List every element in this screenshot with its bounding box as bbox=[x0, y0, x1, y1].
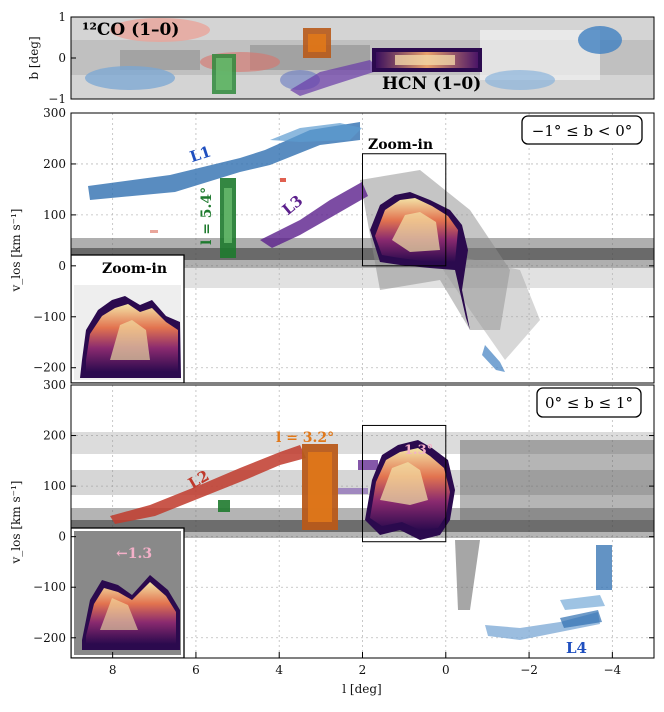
top-ytick-label: 0 bbox=[58, 51, 66, 65]
middle-ytick-label: −200 bbox=[33, 361, 66, 375]
middle-ytick-label: 300 bbox=[43, 106, 66, 120]
bottom-xtick-label: −2 bbox=[520, 663, 538, 677]
L4-label: L4 bbox=[566, 639, 587, 657]
bottom-inset-label: ←1.3 bbox=[116, 546, 152, 562]
bottom-ytick-label: 100 bbox=[43, 479, 66, 493]
top-ytick-label: −1 bbox=[48, 92, 66, 106]
bottom-y-ticks: 300 200 100 0 −100 −200 bbox=[33, 378, 654, 645]
bottom-xtick-label: 4 bbox=[275, 663, 283, 677]
middle-panel: Zoom-in −1° ≤ b < 0° Zoom-in L1 L3 l = 5… bbox=[9, 106, 655, 384]
bottom-ytick-label: −100 bbox=[33, 580, 66, 594]
middle-zoom-box bbox=[362, 153, 447, 267]
middle-zoom-label: Zoom-in bbox=[368, 137, 433, 153]
bottom-b-range: 0° ≤ b ≤ 1° bbox=[545, 394, 633, 412]
middle-b-range: −1° ≤ b < 0° bbox=[532, 122, 632, 140]
bottom-xtick-label: 8 bbox=[109, 663, 117, 677]
top-y-ticks: 1 0 −1 bbox=[48, 10, 76, 106]
top-ylabel: b [deg] bbox=[27, 36, 41, 79]
middle-ytick-label: 0 bbox=[58, 259, 66, 273]
hcn-label: HCN (1–0) bbox=[382, 74, 481, 94]
bottom-zoom-emission bbox=[365, 440, 455, 540]
middle-inset: Zoom-in bbox=[71, 254, 185, 383]
bottom-xtick-label: 2 bbox=[359, 663, 367, 677]
bottom-inset: ←1.3 bbox=[71, 527, 185, 658]
l32-label: l = 3.2° bbox=[276, 430, 334, 446]
middle-inset-label: Zoom-in bbox=[102, 261, 167, 277]
bottom-ylabel: v_los [km s⁻¹] bbox=[9, 481, 23, 565]
middle-ylabel: v_los [km s⁻¹] bbox=[9, 209, 23, 293]
bottom-xtick-label: −4 bbox=[604, 663, 622, 677]
bottom-ytick-label: 300 bbox=[43, 378, 66, 392]
bottom-panel: ←1.3 0° ≤ b ≤ 1° L2 l = 3.2° 1.3° L4 300… bbox=[9, 378, 655, 696]
bottom-xtick-label: 0 bbox=[442, 663, 450, 677]
bottom-xtick-label: 6 bbox=[192, 663, 200, 677]
v13-label: 1.3° bbox=[404, 443, 433, 458]
middle-ytick-label: 100 bbox=[43, 208, 66, 222]
bottom-zoom-box bbox=[362, 424, 447, 543]
top-panel: ¹²CO (1–0) HCN (1–0) 1 0 −1 b [deg] bbox=[27, 10, 655, 106]
L1-label: L1 bbox=[188, 142, 214, 166]
top-ytick-label: 1 bbox=[58, 10, 66, 24]
bottom-x-ticks: 8 6 4 2 0 −2 −4 bbox=[109, 652, 622, 677]
x-axis-label: l [deg] bbox=[342, 682, 381, 696]
l54-label: l = 5.4° bbox=[199, 187, 215, 245]
co-label: ¹²CO (1–0) bbox=[82, 20, 179, 40]
bottom-ytick-label: −200 bbox=[33, 631, 66, 645]
bottom-ytick-label: 0 bbox=[58, 530, 66, 544]
middle-y-ticks: 300 200 100 0 −100 −200 bbox=[33, 106, 654, 375]
middle-ytick-label: 200 bbox=[43, 157, 66, 171]
middle-ytick-label: −100 bbox=[33, 310, 66, 324]
bottom-ytick-label: 200 bbox=[43, 429, 66, 443]
middle-zoom-emission bbox=[370, 192, 470, 330]
